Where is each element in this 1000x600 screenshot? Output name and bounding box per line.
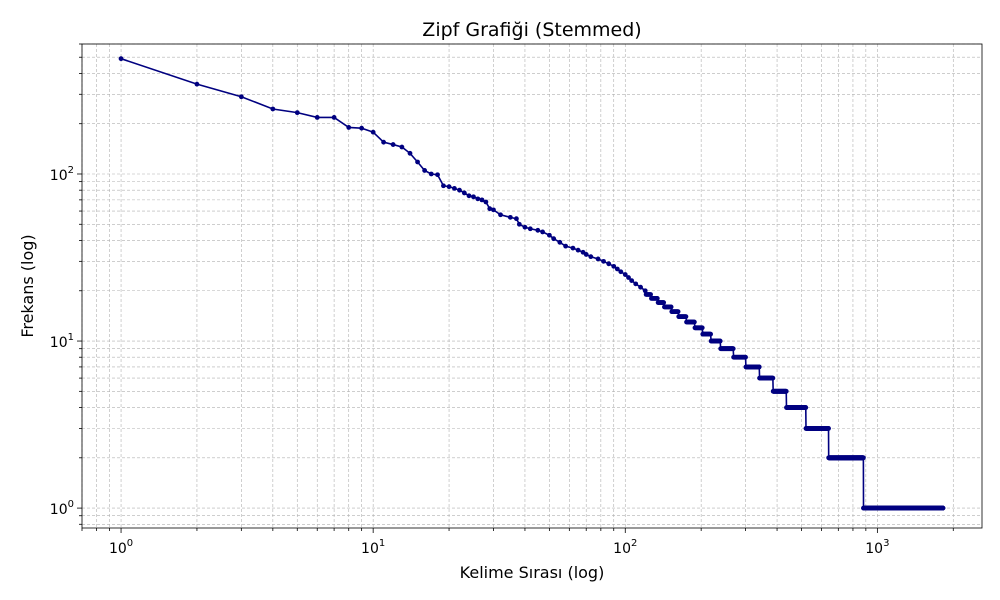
data-point xyxy=(601,258,606,264)
data-point xyxy=(399,144,405,150)
data-point xyxy=(563,243,569,249)
data-point xyxy=(346,125,352,130)
data-point xyxy=(522,224,528,230)
y-tick-label: 100 xyxy=(50,499,74,518)
axis-ticks: 100 101 102 103 100 101 102 xyxy=(50,43,954,557)
data-point xyxy=(691,319,697,325)
y-axis-title: Frekans (log) xyxy=(18,234,37,337)
data-point xyxy=(238,94,244,100)
data-point xyxy=(479,197,485,203)
data-point xyxy=(756,364,762,370)
data-point xyxy=(435,172,440,178)
data-point xyxy=(583,252,589,257)
data-point xyxy=(359,125,365,131)
data-point xyxy=(422,168,428,173)
data-point xyxy=(557,239,563,245)
data-point xyxy=(370,129,376,135)
x-tick-label: 101 xyxy=(361,538,385,557)
data-point xyxy=(648,292,653,297)
data-point xyxy=(331,115,337,120)
data-point xyxy=(622,272,628,277)
data-point xyxy=(461,190,467,196)
data-point xyxy=(441,183,446,189)
data-point xyxy=(683,314,689,320)
data-point xyxy=(730,346,736,352)
plot-area xyxy=(118,56,946,511)
chart-title: Zipf Grafiği (Stemmed) xyxy=(422,19,641,41)
data-point xyxy=(654,296,660,301)
y-tick-label: 102 xyxy=(50,165,74,184)
data-point xyxy=(626,275,631,280)
data-point xyxy=(446,184,452,190)
data-point xyxy=(675,309,681,315)
data-point xyxy=(491,207,496,213)
data-point xyxy=(595,256,601,262)
data-point xyxy=(498,212,503,218)
data-point xyxy=(407,150,413,156)
data-point xyxy=(390,142,396,147)
x-tick-label: 103 xyxy=(865,538,889,557)
data-point xyxy=(940,505,946,511)
data-point xyxy=(611,263,617,269)
data-point xyxy=(803,405,809,410)
data-point xyxy=(614,266,620,272)
data-point xyxy=(487,206,493,212)
data-point xyxy=(717,338,723,344)
data-point xyxy=(546,232,552,238)
y-tick-label: 101 xyxy=(50,332,74,351)
data-point xyxy=(618,269,624,275)
data-point xyxy=(743,354,748,360)
data-point xyxy=(270,106,276,112)
data-point xyxy=(466,193,472,199)
data-point xyxy=(514,216,519,222)
data-point xyxy=(540,229,545,235)
data-point xyxy=(860,455,866,461)
data-point xyxy=(194,81,200,87)
data-point xyxy=(783,388,789,394)
data-point xyxy=(606,261,612,267)
x-tick-label: 102 xyxy=(613,538,637,557)
data-point xyxy=(516,221,522,227)
data-point xyxy=(475,196,481,202)
data-point xyxy=(507,214,513,220)
data-point xyxy=(381,139,386,145)
data-point xyxy=(629,278,635,284)
data-point xyxy=(527,226,533,232)
data-point xyxy=(661,300,667,305)
data-point xyxy=(668,304,674,310)
data-point xyxy=(452,185,457,191)
data-point xyxy=(551,236,557,242)
data-point xyxy=(483,199,489,205)
data-point xyxy=(294,110,300,116)
data-point xyxy=(638,284,643,290)
plot-frame xyxy=(81,43,983,529)
x-axis-title: Kelime Sırası (log) xyxy=(460,563,605,582)
data-point xyxy=(428,171,434,177)
data-point xyxy=(699,325,705,331)
x-tick-label: 100 xyxy=(109,538,133,557)
data-point xyxy=(708,331,713,337)
data-point xyxy=(314,115,320,120)
data-point xyxy=(457,187,462,193)
data-point xyxy=(770,375,776,381)
data-point xyxy=(642,288,648,294)
data-point xyxy=(575,247,581,253)
data-point xyxy=(471,194,476,200)
data-point xyxy=(588,254,594,260)
data-point xyxy=(415,159,420,165)
data-point xyxy=(826,425,831,431)
data-point xyxy=(118,56,124,62)
data-point xyxy=(535,227,541,233)
data-point xyxy=(633,281,639,287)
data-point xyxy=(570,245,576,251)
